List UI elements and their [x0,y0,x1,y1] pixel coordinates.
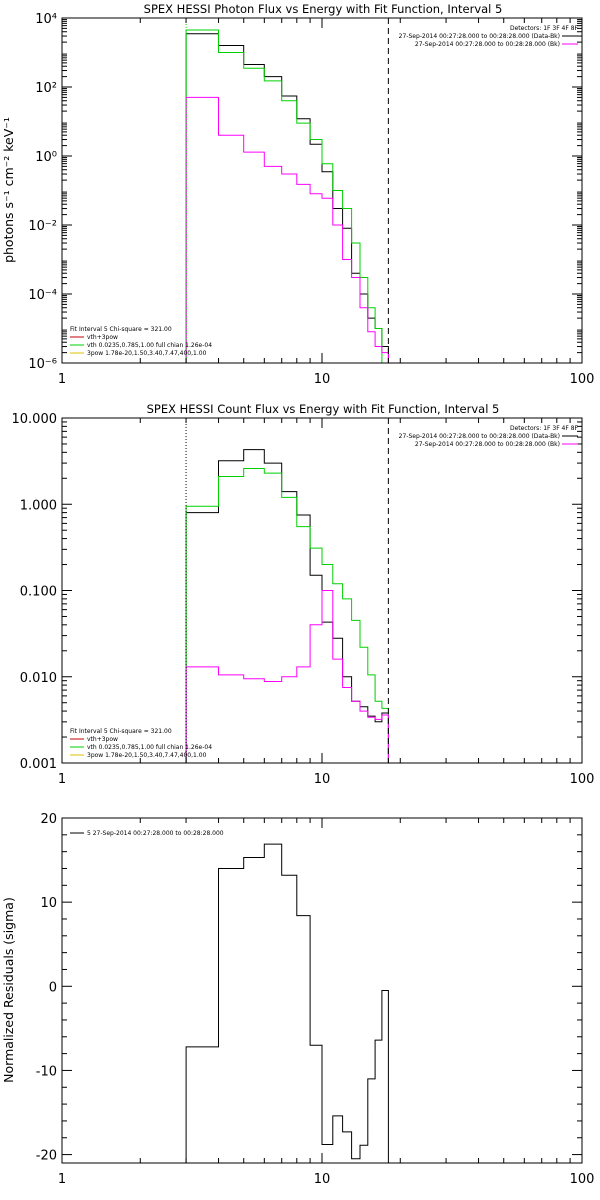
photon-flux-panel: SPEX HESSI Photon Flux vs Energy with Fi… [1,2,594,387]
panel1-legend-bottom-left: Fit Interval 5 Chi-square = 321.00 vth+3… [70,326,212,357]
panel3-xtick-label: 10 [314,1172,331,1187]
panel1-xtick-label: 1 [58,372,66,387]
panel1-ytick-label: 10⁻⁶ [28,357,57,372]
panel2-legend-fitfn: vth+3pow [87,736,118,743]
panel1-title: SPEX HESSI Photon Flux vs Energy with Fi… [144,2,503,16]
panel2-xtick-label: 10 [314,772,331,787]
panel1-ytick-label: 10⁴ [35,12,57,27]
panel1-legend-data: 27-Sep-2014 00:27:28.000 to 00:28:28.000… [399,33,560,40]
panel2-legend-fit: Fit Interval 5 Chi-square = 321.00 [70,728,172,735]
panel3-ytick-label: -20 [36,1149,57,1164]
panel2-xtick-label: 100 [570,772,595,787]
panel1-ylabel: photons s⁻¹ cm⁻² keV⁻¹ [1,117,16,263]
panel3-ytick-label: 20 [40,812,57,827]
panel2-legend-bk: 27-Sep-2014 00:27:28.000 to 00:28:28.000… [415,441,560,448]
panel2-xtick-label: 1 [58,772,66,787]
panel2-ytick-label: 1.000 [20,498,57,513]
panel1-xtick-label: 100 [570,372,595,387]
panel3-axes: 1 10 100 -20 -10 0 10 20 [36,812,595,1187]
panel1-ytick-label: 10⁰ [35,150,57,165]
panel2-legend-top-right: Detectors: 1F 3F 4F 8F 27-Sep-2014 00:27… [399,425,579,448]
panel1-legend-detectors: Detectors: 1F 3F 4F 8F [510,25,579,32]
panel1-ytick-label: 10² [35,81,57,96]
panel2-plot-area [185,418,401,764]
panel2-axes: 1 10 100 0.001 0.010 0.100 1.000 10.000 [12,412,595,787]
panel1-axes: 1 10 100 10⁻⁶ 10⁻⁴ 10⁻² 10⁰ 10² 10⁴ [28,12,594,387]
panel1-xtick-label: 10 [314,372,331,387]
panel2-series-background [185,590,401,764]
panel2-legend-bottom-left: Fit Interval 5 Chi-square = 321.00 vth+3… [70,728,212,759]
panel2-ytick-label: 10.000 [12,412,58,427]
panel1-series-model [185,29,389,364]
panel1-series-background [185,96,389,363]
panel2-legend-data: 27-Sep-2014 00:27:28.000 to 00:28:28.000… [399,433,560,440]
panel1-legend-fitfn: vth+3pow [87,334,118,341]
panel3-legend-text: 5 27-Sep-2014 00:27:28.000 to 00:28:28.0… [87,830,224,837]
panel3-ytick-label: 0 [49,980,57,995]
panel3-ytick-label: -10 [36,1064,57,1079]
panel1-legend-vth: vth 0.0235,0.785,1.00 full chian 1.26e-0… [87,342,212,349]
panel3-plot-area [185,843,389,1163]
panel1-series-data [185,33,389,363]
panel3-xtick-label: 1 [58,1172,66,1187]
count-flux-panel: SPEX HESSI Count Flux vs Energy with Fit… [12,402,595,787]
panel3-ytick-label: 10 [40,896,57,911]
panel2-legend-detectors: Detectors: 1F 3F 4F 8F [510,425,579,432]
panel2-legend-pow: 3pow 1.78e-20,1.50,3.40,7.47,400,1.00 [87,752,207,759]
panel3-series-residuals [185,843,389,1163]
panel3-ylabel: Normalized Residuals (sigma) [1,897,16,1083]
panel2-legend-vth: vth 0.0235,0.785,1.00 full chian 1.26e-0… [87,744,212,751]
panel1-legend-bk: 27-Sep-2014 00:27:28.000 to 00:28:28.000… [415,41,560,48]
panel1-ytick-label: 10⁻² [28,219,57,234]
panel2-ytick-label: 0.100 [20,585,57,600]
residuals-panel: 1 10 100 -20 -10 0 10 20 Normalized Residuals (… [1,812,594,1187]
panel1-legend-pow: 3pow 1.78e-20,1.50,3.40,7.47,400,1.00 [87,350,207,357]
panel1-ytick-label: 10⁻⁴ [28,288,57,303]
panel2-series-model [185,468,401,764]
panel1-legend-top-right: Detectors: 1F 3F 4F 8F 27-Sep-2014 00:27… [399,25,579,48]
panel3-xtick-label: 100 [570,1172,595,1187]
panel1-legend-fit: Fit Interval 5 Chi-square = 321.00 [70,326,172,333]
panel2-ytick-label: 0.001 [20,757,57,772]
panel2-title: SPEX HESSI Count Flux vs Energy with Fit… [147,402,500,416]
panel1-plot-area [185,18,389,364]
panel2-ytick-label: 0.010 [20,671,57,686]
panel3-legend: 5 27-Sep-2014 00:27:28.000 to 00:28:28.0… [70,830,224,837]
panel1-frame [61,17,583,364]
